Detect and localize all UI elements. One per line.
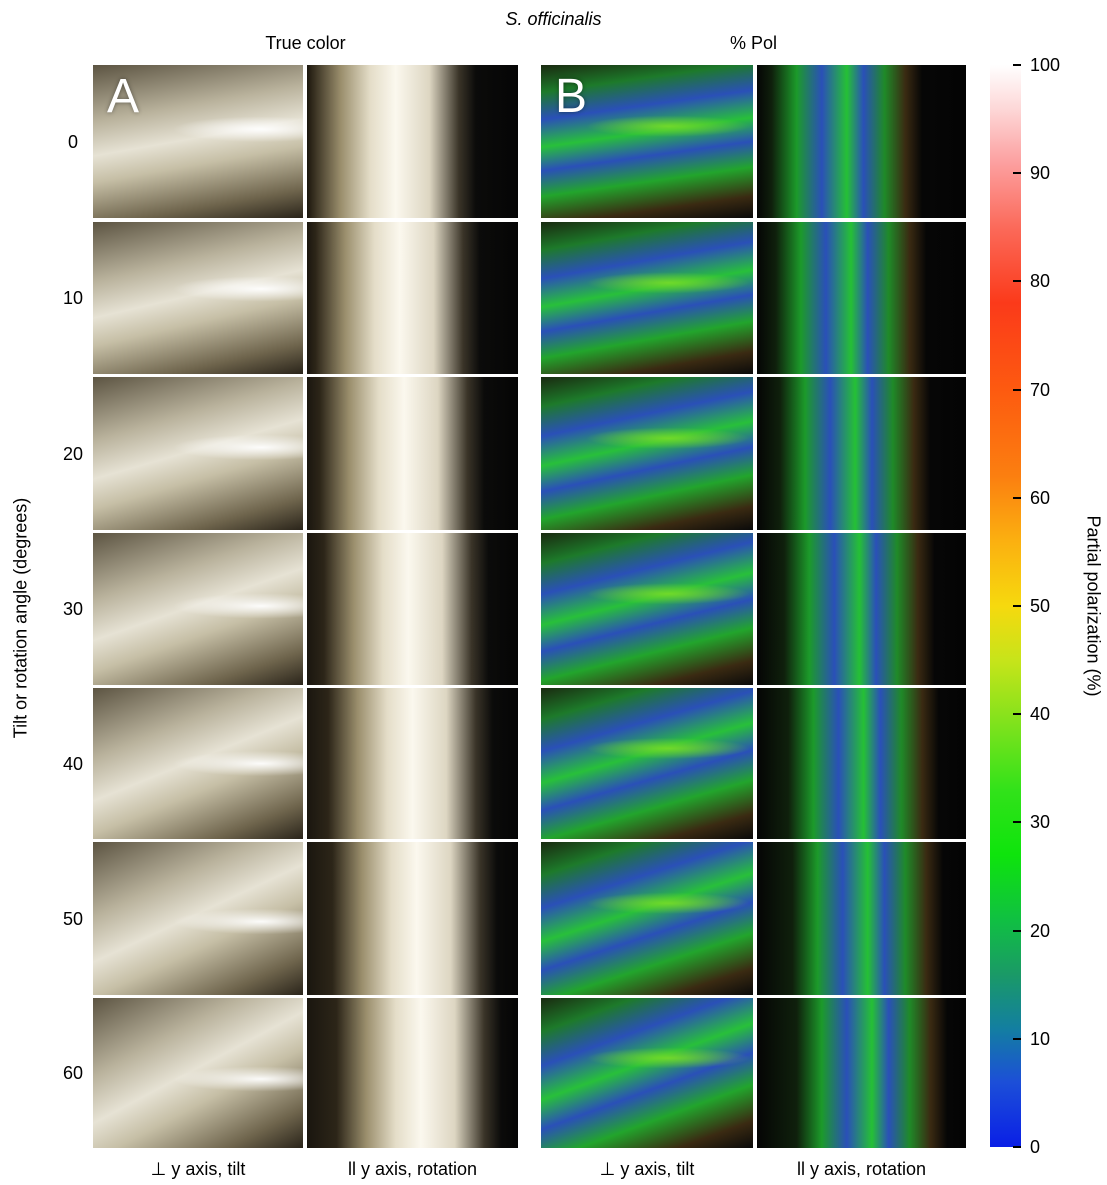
colorbar-tick-label-50: 50	[1030, 596, 1051, 616]
true-color-rotation-image-40	[307, 688, 518, 839]
colorbar-tick-90	[1013, 172, 1021, 175]
colorbar-tick-60	[1013, 496, 1021, 499]
true-color-rotation-image-20	[307, 377, 518, 530]
y-axis-label: Tilt or rotation angle (degrees)	[10, 497, 31, 739]
colorbar-tick-label-0: 0	[1030, 1137, 1041, 1157]
true-color-rotation-image-10	[307, 222, 518, 374]
true-color-rotation-image-60	[307, 998, 518, 1148]
colorbar-tick-label-30: 30	[1030, 812, 1051, 833]
pol-tilt-image-30	[541, 533, 753, 685]
pol-rotation-image-0	[757, 65, 966, 218]
true-color-heading: True color	[265, 33, 346, 53]
true-color-tilt-image-30	[93, 533, 303, 685]
pol-tilt-image-10	[541, 222, 753, 374]
percent-pol-heading: % Pol	[729, 33, 778, 53]
true-color-tilt-image-40	[93, 688, 303, 839]
column-label-a-tilt: ⊥ y axis, tilt	[150, 1159, 246, 1179]
colorbar-tick-label-20: 20	[1030, 920, 1051, 941]
column-label-a-rotation: ll y axis, rotation	[347, 1159, 478, 1179]
row-label-60: 60	[62, 1063, 84, 1083]
pol-rotation-image-20	[757, 377, 966, 530]
true-color-rotation-image-50	[307, 842, 518, 995]
panel-letter-b: B	[555, 70, 588, 123]
pol-tilt-image-40	[541, 688, 753, 839]
pol-tilt-image-60	[541, 998, 753, 1148]
colorbar-tick-40	[1013, 713, 1021, 716]
colorbar-tick-label-100: 100	[1030, 55, 1061, 75]
row-label-10: 10	[62, 288, 84, 308]
colorbar-tick-label-60: 60	[1030, 487, 1051, 508]
true-color-tilt-image-60	[93, 998, 303, 1148]
pol-tilt-image-50	[541, 842, 753, 995]
colorbar-label: Partial polarization (%)	[1083, 515, 1104, 697]
row-label-20: 20	[62, 443, 84, 464]
true-color-tilt-image-20	[93, 377, 303, 530]
row-label-50: 50	[62, 908, 84, 929]
colorbar-tick-label-40: 40	[1030, 704, 1051, 725]
row-label-40: 40	[62, 753, 84, 774]
row-label-30: 30	[62, 599, 84, 619]
pol-tilt-image-20	[541, 377, 753, 530]
colorbar-tick-20	[1013, 929, 1021, 932]
colorbar-tick-label-80: 80	[1030, 271, 1051, 292]
true-color-rotation-image-30	[307, 533, 518, 685]
colorbar-tick-10	[1013, 1037, 1021, 1040]
colorbar-tick-30	[1013, 821, 1021, 824]
colorbar-tick-70	[1013, 388, 1021, 391]
colorbar-tick-80	[1013, 280, 1021, 283]
column-label-b-tilt: ⊥ y axis, tilt	[599, 1159, 695, 1179]
colorbar-tick-label-90: 90	[1030, 163, 1051, 184]
pol-tilt-image-0: B	[541, 65, 753, 218]
colorbar-tick-label-10: 10	[1030, 1028, 1051, 1049]
true-color-rotation-image-0	[307, 65, 518, 218]
colorbar-tick-100	[1013, 64, 1021, 66]
row-label-0: 0	[67, 131, 78, 152]
pol-rotation-image-40	[757, 688, 966, 839]
pol-rotation-image-60	[757, 998, 966, 1148]
species-title: S. officinalis	[505, 9, 602, 29]
true-color-tilt-image-50	[93, 842, 303, 995]
true-color-tilt-image-10	[93, 222, 303, 374]
colorbar-tick-0	[1013, 1146, 1021, 1148]
panel-letter-a: A	[107, 70, 140, 123]
pol-rotation-image-50	[757, 842, 966, 995]
colorbar-tick-50	[1013, 605, 1021, 607]
colorbar-tick-label-70: 70	[1030, 379, 1051, 400]
pol-rotation-image-10	[757, 222, 966, 374]
pol-rotation-image-30	[757, 533, 966, 685]
column-label-b-rotation: ll y axis, rotation	[796, 1159, 927, 1179]
true-color-tilt-image-0: A	[93, 65, 303, 218]
